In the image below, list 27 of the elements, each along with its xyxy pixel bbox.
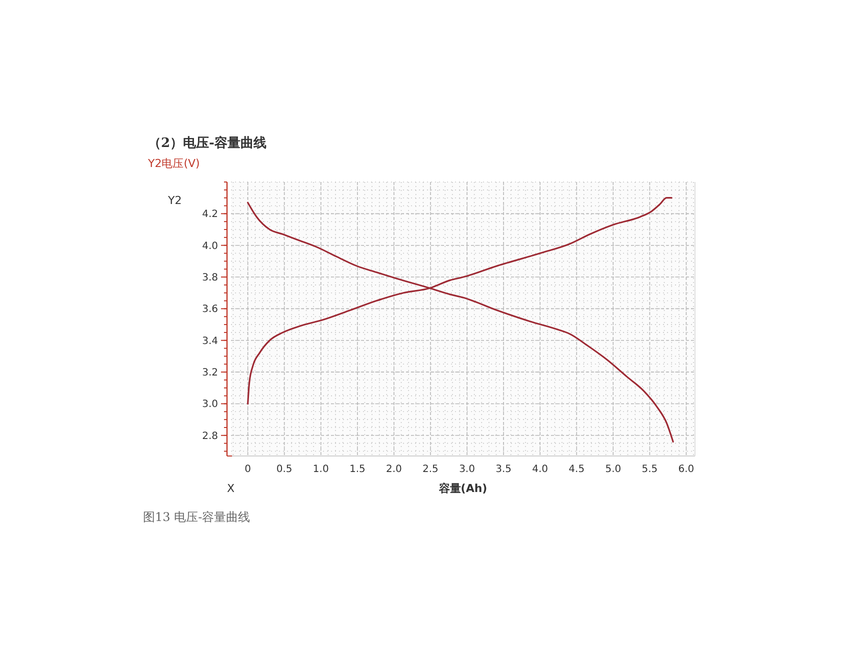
x-tick-label: 0.5 xyxy=(276,464,292,475)
y-tick-label: 4.2 xyxy=(202,209,218,220)
text: Y2 xyxy=(167,194,182,207)
caption: 图13 电压-容量曲线 xyxy=(143,510,250,524)
x-tick-label: 0 xyxy=(244,464,251,475)
x-tick-label: 1.0 xyxy=(312,464,329,475)
y-tick-label: 3.2 xyxy=(202,368,218,379)
y-axis-title: Y2电压(V) xyxy=(147,157,200,170)
y-tick-label: 2.8 xyxy=(202,430,218,442)
chart-title: （2）电压-容量曲线 xyxy=(148,135,266,151)
x-tick-label: 4.0 xyxy=(532,464,548,475)
x-tick-label: 4.5 xyxy=(568,464,585,475)
y-tick-label: 3.8 xyxy=(202,272,218,284)
y-tick-label: 4.0 xyxy=(202,240,218,252)
x-tick-label: 1.5 xyxy=(349,464,366,475)
x-axis-title: 容量(Ah) xyxy=(438,482,488,495)
x-tick-label: 6.0 xyxy=(678,464,694,475)
x-tick-label: 5.0 xyxy=(605,464,622,475)
x-tick-label: 2.5 xyxy=(422,464,438,475)
x-tick-label: 2.0 xyxy=(386,464,402,475)
x-tick-label: 5.5 xyxy=(642,464,658,475)
y-tick-label: 3.6 xyxy=(202,304,218,316)
y-tick-label: 3.0 xyxy=(202,399,218,410)
x-tick-label: 3.0 xyxy=(459,464,475,475)
text: X xyxy=(227,482,235,495)
x-tick-label: 3.5 xyxy=(496,464,512,475)
y-tick-label: 3.4 xyxy=(202,336,218,347)
